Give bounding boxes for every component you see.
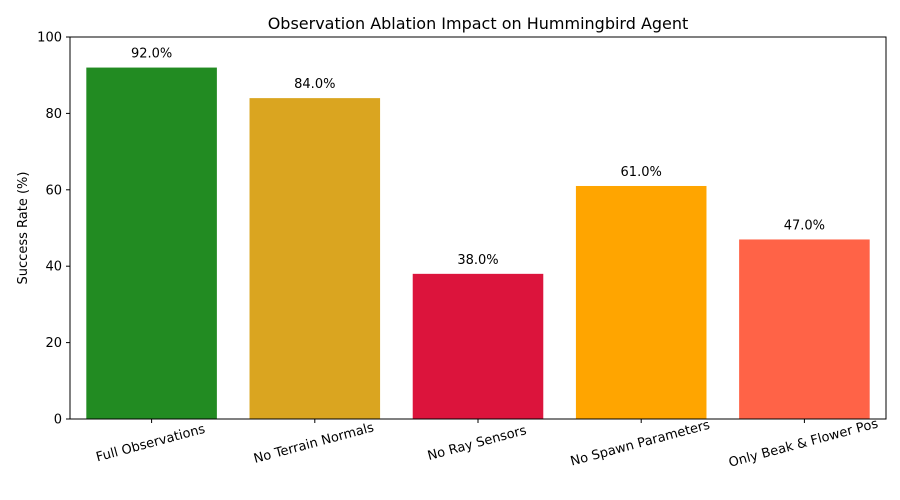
bar bbox=[575, 185, 707, 419]
x-tick-label: Only Beak & Flower Pos bbox=[727, 416, 880, 470]
y-tick-label: 0 bbox=[54, 413, 62, 428]
x-tick-label: No Terrain Normals bbox=[252, 420, 376, 467]
x-tick-label: No Ray Sensors bbox=[426, 423, 528, 464]
plot-frame bbox=[69, 36, 887, 420]
y-tick-label: 60 bbox=[45, 183, 62, 198]
chart-title: Observation Ablation Impact on Hummingbi… bbox=[268, 14, 689, 33]
y-tick-label: 100 bbox=[37, 31, 62, 46]
y-axis-label: Success Rate (%) bbox=[16, 172, 31, 285]
bar bbox=[412, 273, 544, 419]
bar-value-label: 84.0% bbox=[294, 77, 335, 92]
y-tick-label: 80 bbox=[45, 107, 62, 122]
bar-value-label: 61.0% bbox=[621, 165, 662, 180]
bar-value-label: 47.0% bbox=[784, 218, 825, 233]
y-axis-ticks: 0 20 40 60 80 100 bbox=[37, 31, 70, 428]
y-tick-label: 20 bbox=[45, 336, 62, 351]
bar bbox=[86, 67, 217, 419]
bar bbox=[249, 98, 381, 420]
bars-group: 92.0% 84.0% 38.0% 61.0% 47.0% bbox=[86, 47, 870, 420]
x-tick-label: Full Observations bbox=[95, 422, 208, 466]
bar-value-label: 38.0% bbox=[457, 253, 498, 268]
bar bbox=[739, 239, 870, 419]
x-tick-label: No Spawn Parameters bbox=[569, 418, 712, 470]
x-axis-ticks: Full Observations No Terrain Normals No Ra… bbox=[95, 416, 880, 470]
y-tick-label: 40 bbox=[45, 260, 62, 275]
bar-value-label: 92.0% bbox=[131, 47, 172, 62]
